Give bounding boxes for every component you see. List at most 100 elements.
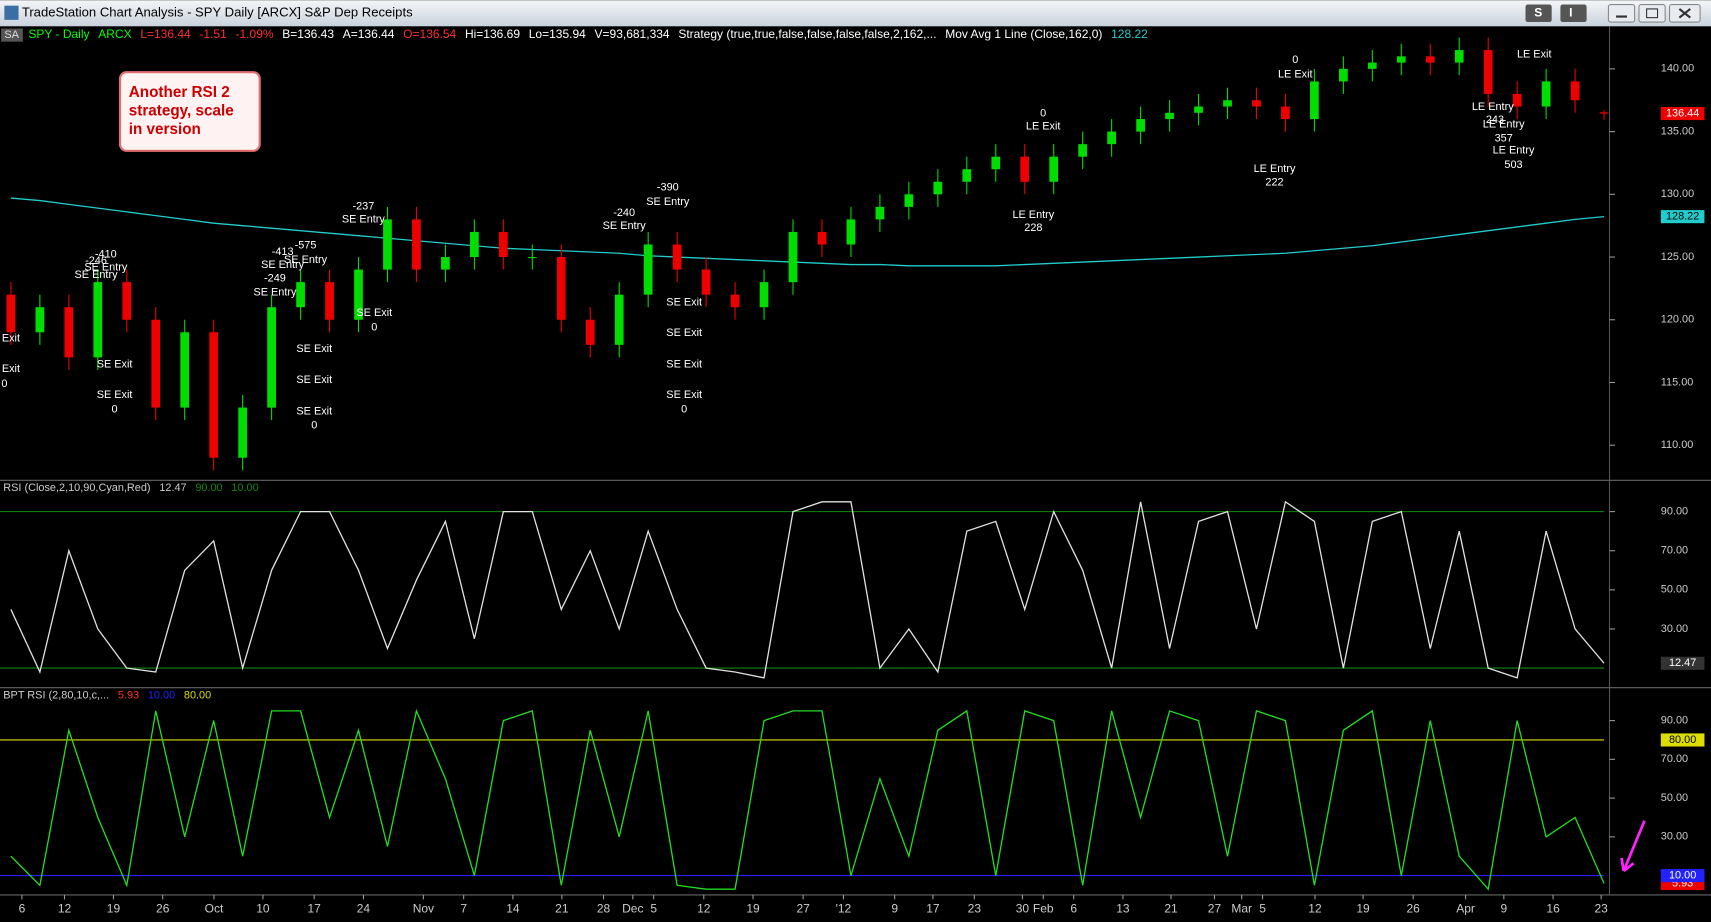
y-tick-label: 115.00: [1661, 376, 1694, 388]
trade-label: 357: [1495, 133, 1513, 145]
x-tick-label: 5: [650, 901, 657, 915]
x-tick-label: Oct: [205, 901, 224, 915]
trade-label: SE Entry: [253, 287, 297, 299]
candle-body: [296, 282, 305, 308]
title-bar: [0, 0, 1711, 27]
indicator-header: RSI (Close,2,10,90,Cyan,Red) 12.47 90.00 10…: [3, 482, 258, 494]
candle-body: [354, 269, 363, 320]
x-tick-label: Feb: [1033, 901, 1054, 915]
trade-label: LE Entry: [1493, 145, 1535, 157]
y-tick-label: 30.00: [1661, 623, 1688, 635]
candle-body: [1078, 144, 1088, 157]
i-button-label[interactable]: I: [1569, 5, 1572, 19]
trade-label: SE Exit: [97, 389, 133, 401]
i-button[interactable]: [1560, 4, 1587, 23]
x-tick-label: '12: [836, 901, 852, 915]
candle-body: [1310, 81, 1319, 120]
x-tick-label: 21: [1164, 901, 1178, 915]
quote-field: V=93,681,334: [595, 27, 670, 41]
x-tick-label: 12: [697, 901, 711, 915]
candle-body: [412, 219, 421, 270]
candle-body: [1425, 56, 1435, 63]
trade-label: SE Entry: [284, 254, 328, 266]
trade-label: SE Exit: [296, 405, 332, 417]
quote-field: O=136.54: [403, 27, 456, 41]
trade-label: -413: [272, 246, 294, 258]
x-tick-label: 23: [1594, 901, 1608, 915]
quote-header: SPY - Daily ARCX L=136.44 -1.51 -1.09% B=136.…: [28, 27, 1148, 41]
pointer-arrow: [1620, 820, 1646, 873]
trade-label: Exit: [2, 332, 20, 344]
minimize-button[interactable]: [1607, 4, 1636, 23]
note-line: Another RSI 2: [129, 84, 230, 101]
trade-label: SE Exit: [666, 327, 702, 339]
candle-body: [238, 407, 248, 458]
candle-body: [180, 332, 190, 408]
trade-label: 243: [1486, 114, 1504, 126]
note-line: in version: [129, 121, 201, 138]
quote-field: Lo=135.94: [529, 27, 586, 41]
trade-label: -240: [613, 207, 635, 219]
maximize-button[interactable]: [1638, 4, 1666, 23]
quote-field: -1.09%: [236, 27, 274, 41]
indicator-header: BPT RSI (2,80,10,c,... 5.93 10.00 80.00: [3, 689, 211, 701]
quote-field: SPY - Daily: [28, 27, 89, 41]
trade-label: -237: [352, 200, 374, 212]
last-value-box: [1660, 656, 1705, 670]
candle-body: [730, 294, 740, 308]
symbol-badge-label: SA: [4, 29, 19, 41]
candle-body: [585, 319, 595, 345]
candle-body: [1599, 112, 1609, 114]
candle-body: [962, 169, 972, 182]
candle-body: [470, 231, 479, 258]
trade-label: LE Entry: [1012, 209, 1054, 221]
candle-body: [498, 231, 508, 258]
x-tick-label: Apr: [1456, 901, 1475, 915]
y-tick-label: 50.00: [1661, 584, 1688, 596]
x-tick-label: 9: [1500, 901, 1507, 915]
last-value-box: [1660, 106, 1705, 121]
trade-label: SE Entry: [75, 269, 119, 281]
x-tick-label: 12: [1308, 901, 1322, 915]
candle-body: [64, 307, 74, 358]
s-button-label[interactable]: S: [1534, 5, 1542, 19]
candle-body: [817, 231, 827, 245]
candle-body: [1165, 112, 1174, 120]
x-tick-label: 19: [107, 901, 121, 915]
quote-field: B=136.43: [282, 27, 334, 41]
trade-label: LE Entry: [1483, 118, 1525, 130]
x-tick-label: 27: [796, 901, 810, 915]
x-tick-label: 10: [256, 901, 270, 915]
trade-label: SE Entry: [261, 259, 305, 271]
trade-label: LE Entry: [1254, 163, 1296, 175]
y-tick-label: 135.00: [1661, 125, 1694, 137]
y-tick-label: 70.00: [1661, 753, 1688, 765]
indicator-title: BPT RSI (2,80,10,c,...: [3, 689, 109, 701]
x-tick-label: 13: [1116, 901, 1130, 915]
candle-body: [1339, 68, 1348, 82]
reference-value: 80.00: [184, 689, 211, 701]
trade-label: 0: [371, 321, 377, 333]
last-value-label: 128.22: [1666, 211, 1699, 223]
chart-area: [0, 26, 1711, 917]
candle-body: [1107, 131, 1116, 145]
x-tick-label: 6: [19, 901, 26, 915]
s-button[interactable]: [1525, 4, 1552, 23]
quote-field: 128.22: [1111, 27, 1148, 41]
y-tick-label: 30.00: [1661, 831, 1688, 843]
quote-field: Mov Avg 1 Line (Close,162,0): [945, 27, 1102, 41]
trade-label: -249: [264, 272, 286, 284]
reference-value: 90.00: [195, 482, 222, 494]
trade-label: SE Exit: [666, 359, 702, 371]
x-tick-label: 12: [58, 901, 72, 915]
candle-body: [267, 307, 276, 408]
candle-body: [1223, 100, 1232, 107]
x-tick-label: 21: [555, 901, 569, 915]
candle-body: [1049, 156, 1059, 182]
x-tick-label: 5: [1259, 901, 1266, 915]
trade-label: 503: [1504, 159, 1522, 171]
candle-body: [383, 219, 392, 270]
candle-body: [35, 307, 45, 333]
x-tick-label: 19: [746, 901, 760, 915]
